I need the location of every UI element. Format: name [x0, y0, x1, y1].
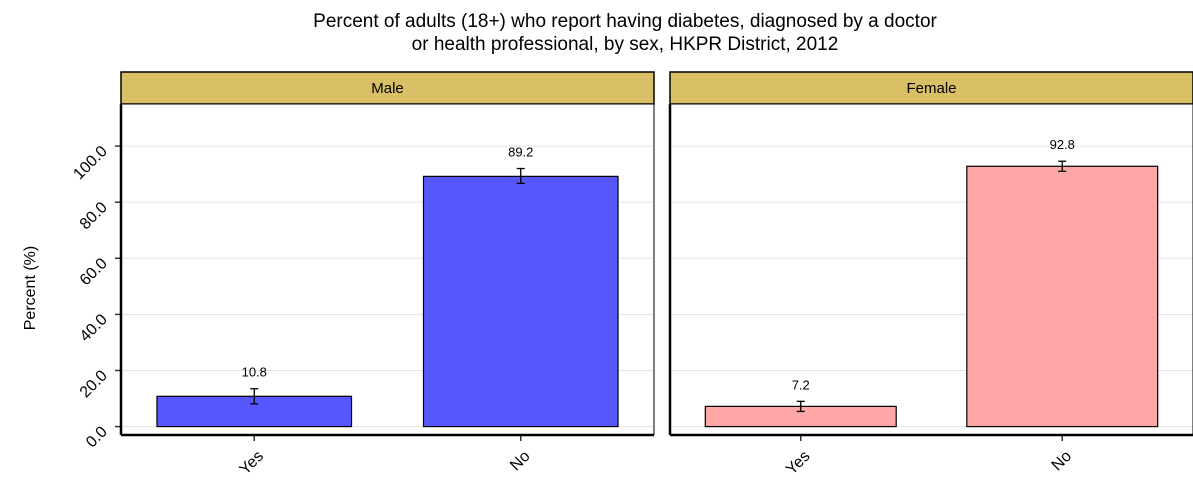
chart-title-line-2: or health professional, by sex, HKPR Dis…	[412, 34, 839, 55]
bar-male-no	[422, 175, 619, 428]
y-tick-label: 40.0	[77, 311, 111, 345]
x-tick-label: Yes	[237, 448, 267, 478]
panel-strip-label: Female	[906, 80, 956, 97]
x-tick-label: Yes	[783, 448, 813, 478]
panel-female: Female 7.2 Yes 92.8 No	[668, 71, 1193, 478]
bar-female-no	[966, 165, 1159, 428]
data-label: 10.8	[242, 365, 267, 380]
x-tick-label: No	[507, 448, 534, 475]
data-label: 89.2	[508, 145, 533, 160]
data-label: 7.2	[792, 377, 810, 392]
data-label: 92.8	[1050, 137, 1075, 152]
y-tick-label: 80.0	[77, 199, 111, 233]
y-tick-label: 20.0	[77, 367, 111, 401]
chart-title-line-1: Percent of adults (18+) who report havin…	[313, 11, 937, 32]
y-tick-label: 60.0	[77, 255, 111, 289]
y-tick-label: 100.0	[70, 143, 110, 183]
x-tick-label: No	[1049, 448, 1076, 475]
panel-strip	[669, 71, 1193, 105]
chart-title: Percent of adults (18+) who report havin…	[313, 11, 937, 55]
y-tick-label: 0.0	[83, 423, 111, 451]
panel-male: Male 10.8 Yes 89.2 No	[119, 71, 655, 478]
chart-panels: Male 10.8 Yes 89.2 No Female 7.2 Yes 92.8 No	[119, 71, 1193, 478]
panel-strip-label: Male	[371, 80, 404, 97]
y-axis-title: Percent (%)	[22, 246, 39, 330]
y-axis-ticks: 0.0 20.0 40.0 60.0 80.0 100.0	[70, 143, 121, 451]
